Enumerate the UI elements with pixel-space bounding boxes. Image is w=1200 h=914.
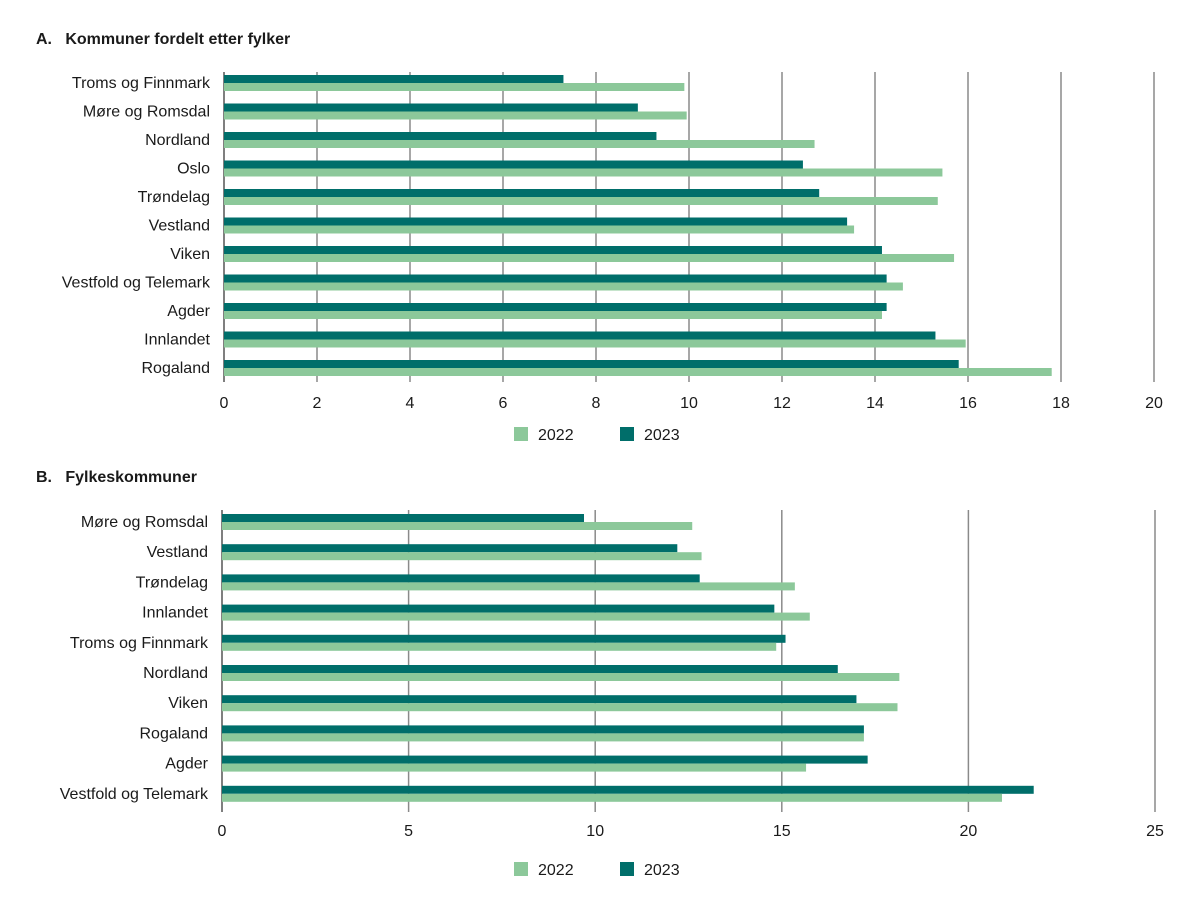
bar-2022 (222, 612, 810, 621)
x-tick-label: 8 (592, 395, 601, 412)
category-label: Rogaland (142, 360, 211, 377)
x-tick-label: 10 (586, 823, 604, 840)
bar-2023 (224, 331, 936, 340)
bar-2023 (222, 755, 868, 764)
bar-2023 (222, 665, 838, 673)
bar-2022 (224, 254, 955, 262)
x-tick-label: 16 (959, 395, 977, 412)
category-label: Vestfold og Telemark (62, 275, 211, 292)
category-label: Vestfold og Telemark (60, 786, 209, 803)
category-label: Møre og Romsdal (81, 514, 208, 531)
bar-2023 (224, 132, 657, 140)
bar-2022 (222, 522, 693, 530)
category-label: Innlandet (144, 332, 210, 349)
x-tick-label: 20 (960, 823, 978, 840)
legend-swatch-2022 (514, 862, 528, 876)
chart-title: A. Kommuner fordelt etter fylker (36, 31, 290, 48)
bar-2022 (222, 552, 702, 561)
bar-2023 (222, 544, 678, 553)
category-label: Viken (170, 246, 210, 263)
legend-label-2023: 2023 (644, 427, 680, 444)
bar-2023 (222, 695, 857, 704)
category-label: Vestland (149, 218, 210, 235)
category-label: Innlandet (142, 605, 208, 622)
legend-swatch-2022 (514, 427, 528, 441)
chart-title: B. Fylkeskommuner (36, 469, 197, 486)
bar-2023 (224, 360, 959, 368)
x-tick-label: 25 (1146, 823, 1164, 840)
x-tick-label: 4 (406, 395, 415, 412)
bar-2023 (222, 604, 775, 613)
category-label: Nordland (145, 132, 210, 149)
bar-2023 (224, 103, 638, 112)
bar-2023 (224, 246, 882, 254)
bar-2023 (222, 634, 786, 643)
bar-2022 (224, 111, 687, 120)
bar-2022 (224, 339, 966, 348)
bar-2023 (222, 514, 585, 522)
bar-2022 (224, 197, 938, 205)
x-tick-label: 0 (220, 395, 229, 412)
x-tick-label: 14 (866, 395, 884, 412)
legend-label-2022: 2022 (538, 862, 574, 879)
category-label: Viken (168, 695, 208, 712)
bar-2022 (224, 140, 815, 148)
bar-2023 (222, 574, 700, 583)
category-label: Agder (165, 756, 208, 773)
legend-label-2022: 2022 (538, 427, 574, 444)
legend-swatch-2023 (620, 862, 634, 876)
category-label: Troms og Finnmark (72, 75, 211, 92)
bar-2022 (222, 642, 777, 651)
category-label: Troms og Finnmark (70, 635, 209, 652)
bar-2023 (222, 725, 864, 734)
category-label: Oslo (177, 161, 210, 178)
bar-2022 (224, 225, 855, 234)
x-tick-label: 6 (499, 395, 508, 412)
bar-2022 (222, 582, 795, 591)
category-label: Møre og Romsdal (83, 104, 210, 121)
category-label: Vestland (147, 544, 208, 561)
bar-2023 (224, 217, 848, 226)
x-tick-label: 5 (404, 823, 413, 840)
bar-2022 (224, 83, 685, 91)
category-label: Nordland (143, 665, 208, 682)
bar-2023 (224, 274, 887, 283)
x-tick-label: 15 (773, 823, 791, 840)
category-label: Trøndelag (136, 574, 208, 591)
category-label: Agder (167, 303, 210, 320)
legend-swatch-2023 (620, 427, 634, 441)
bar-2022 (222, 673, 900, 681)
x-tick-label: 18 (1052, 395, 1070, 412)
x-tick-label: 2 (313, 395, 322, 412)
bar-2022 (222, 703, 898, 712)
bar-2022 (222, 793, 1002, 802)
x-tick-label: 0 (218, 823, 227, 840)
bar-2023 (222, 785, 1034, 794)
legend-label-2023: 2023 (644, 862, 680, 879)
bar-2023 (224, 75, 564, 83)
x-tick-label: 12 (773, 395, 791, 412)
bar-2022 (224, 311, 882, 319)
bar-2022 (224, 168, 943, 177)
bar-2022 (224, 368, 1052, 376)
bar-2023 (224, 160, 803, 169)
category-label: Rogaland (140, 725, 209, 742)
bar-2023 (224, 189, 820, 197)
bar-2022 (222, 763, 807, 772)
x-tick-label: 10 (680, 395, 698, 412)
bar-2023 (224, 303, 887, 311)
bar-2022 (222, 733, 864, 742)
bar-2022 (224, 282, 903, 291)
x-tick-label: 20 (1145, 395, 1163, 412)
category-label: Trøndelag (138, 189, 210, 206)
